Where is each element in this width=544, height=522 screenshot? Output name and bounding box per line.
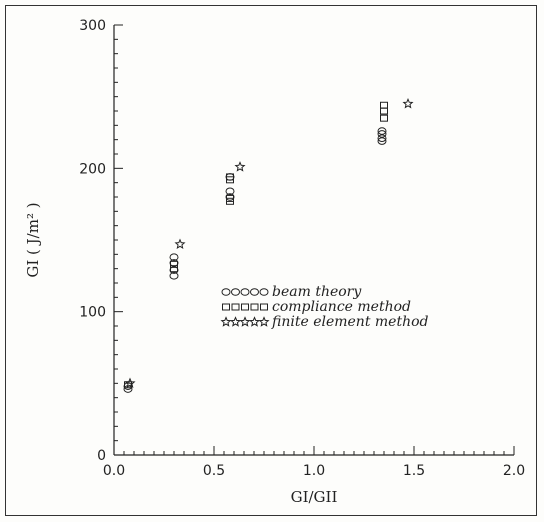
- square-point: [170, 260, 178, 268]
- legend-square-glyph: [250, 303, 259, 311]
- legend-label: compliance method: [272, 299, 411, 315]
- circle-point: [377, 130, 387, 138]
- y-axis-title: GI ( J/m² ): [24, 202, 42, 277]
- x-tick-label: 1.0: [303, 463, 325, 479]
- legend-star-glyph: [239, 316, 251, 327]
- star-point: [174, 238, 186, 249]
- legend-label: finite element method: [271, 314, 429, 330]
- legend-square-glyph: [231, 303, 240, 311]
- square-point: [226, 173, 234, 181]
- circle-point: [377, 127, 387, 135]
- legend-star-glyph: [258, 316, 270, 327]
- legend-circle-glyph: [221, 288, 231, 296]
- square-point: [380, 101, 388, 109]
- legend-circle-glyph: [259, 288, 269, 296]
- data-marks: [123, 98, 414, 393]
- legend-star-glyph: [229, 316, 242, 327]
- circle-point: [169, 253, 179, 262]
- square-point: [380, 107, 388, 115]
- x-tick-label: 2.0: [503, 463, 525, 479]
- y-tick-label: 0: [97, 448, 106, 464]
- circle-point: [377, 137, 387, 145]
- star-point: [234, 161, 246, 172]
- y-tick-label: 200: [79, 161, 106, 177]
- star-point: [402, 98, 414, 109]
- axes: [113, 25, 514, 456]
- legend-square-glyph: [241, 303, 249, 311]
- star-point: [124, 377, 136, 389]
- x-tick-label: 0.5: [203, 463, 225, 479]
- legend-circle-glyph: [240, 288, 250, 296]
- legend-circle-glyph: [250, 288, 259, 296]
- legend-square-glyph: [260, 303, 268, 311]
- ticks: 0.0 0.5 1.0 1.5 2.0 0 100 200 300: [79, 18, 525, 479]
- y-tick-label: 100: [79, 305, 106, 321]
- legend-label: beam theory: [272, 284, 362, 300]
- x-axis-title: GI/GII: [291, 488, 338, 506]
- figure-border: [5, 5, 537, 516]
- legend-square-glyph: [222, 303, 230, 311]
- x-tick-label: 1.5: [403, 463, 425, 479]
- x-tick-label: 0.0: [103, 463, 125, 479]
- square-point: [380, 114, 388, 122]
- legend-star-glyph: [248, 316, 261, 327]
- circle-point: [377, 134, 387, 143]
- legend-circle-glyph: [231, 288, 240, 296]
- circle-point: [225, 187, 235, 196]
- square-point: [226, 194, 234, 202]
- circle-point: [169, 272, 179, 280]
- square-point: [170, 265, 178, 273]
- legend-star-glyph: [220, 316, 232, 327]
- y-tick-label: 300: [79, 18, 106, 34]
